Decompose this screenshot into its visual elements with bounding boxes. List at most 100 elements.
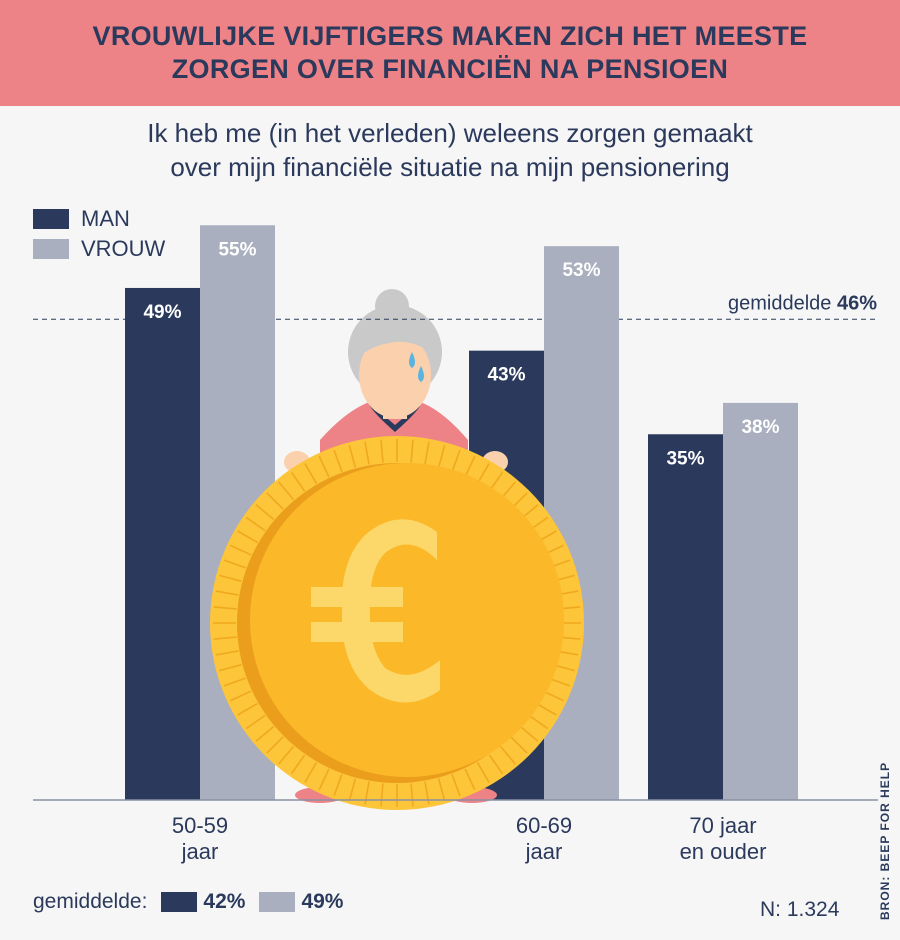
grandma-bun <box>375 289 409 323</box>
coin-ridge <box>223 677 246 687</box>
subtitle-line-2: over mijn financiële situatie na mijn pe… <box>170 152 730 182</box>
subtitle-line-1: Ik heb me (in het verleden) weleens zorg… <box>147 118 753 148</box>
coin-ridge <box>290 754 306 775</box>
coin-ridge <box>278 745 295 765</box>
coin-ridge <box>410 439 414 463</box>
bar-man-2 <box>648 434 723 800</box>
tear-icon <box>409 352 415 368</box>
coin-ridge <box>278 481 295 501</box>
euro-bar-bottom <box>311 622 403 642</box>
coin-ridge <box>410 783 414 807</box>
legend-swatch-man <box>33 209 69 229</box>
footer-swatch-vrouw <box>259 892 296 912</box>
bar-man-0 <box>125 287 200 800</box>
coin-ridge <box>437 778 446 801</box>
header-banner: VROUWLIJKE VIJFTIGERS MAKEN ZICH HET MEE… <box>0 0 900 106</box>
coin-ridge <box>476 762 490 783</box>
value-label-vrouw-1: 53% <box>562 260 600 281</box>
value-label-vrouw-0: 55% <box>218 239 256 260</box>
coin-ridge <box>213 606 237 610</box>
euro-symbol <box>341 519 440 703</box>
coin-ridge <box>333 449 343 472</box>
average-label: gemiddelde 46% <box>728 292 877 314</box>
coin-ridge <box>290 471 306 492</box>
legend-label-man: MAN <box>81 206 130 231</box>
coin-ridge <box>304 463 318 484</box>
coin-ridge <box>229 690 252 702</box>
value-label-man-1: 43% <box>487 365 525 386</box>
coin-ridge <box>318 455 330 478</box>
coin-ridge <box>304 762 318 783</box>
coin-ridge <box>255 725 275 742</box>
coin-ridge <box>536 702 557 716</box>
coin-face <box>250 463 564 777</box>
footer-averages: gemiddelde: 42% 49% <box>33 890 343 914</box>
title-line-1: VROUWLIJKE VIJFTIGERS MAKEN ZICH HET MEE… <box>92 21 808 51</box>
coin-ridge <box>542 690 565 702</box>
page-title: VROUWLIJKE VIJFTIGERS MAKEN ZICH HET MEE… <box>50 20 850 86</box>
coin-ridge <box>488 754 504 775</box>
coin-ridge <box>464 768 476 791</box>
coin-ridge <box>364 441 370 465</box>
footer-man-avg: 42% <box>203 890 246 913</box>
title-line-2: ZORGEN OVER FINANCIËN NA PENSIOEN <box>171 54 729 84</box>
legend-swatch-vrouw <box>33 239 69 259</box>
legend-man: MAN <box>33 206 130 232</box>
euro-coin-icon <box>210 436 584 810</box>
coin-ridge <box>380 439 384 463</box>
grandma-fringe <box>356 326 438 360</box>
category-label-0: 50-59 <box>172 813 228 838</box>
category-label-1: jaar <box>525 839 563 864</box>
sample-size: N: 1.324 <box>760 898 840 921</box>
coin-ridge <box>348 445 357 468</box>
legend-vrouw: VROUW <box>33 236 165 262</box>
value-label-vrouw-2: 38% <box>741 417 779 438</box>
coin-ridge <box>519 725 539 742</box>
footer-vrouw-avg: 49% <box>301 890 344 913</box>
legend-label-vrouw: VROUW <box>81 236 166 261</box>
coin-ridge <box>245 516 266 532</box>
coin-ridge <box>237 702 258 716</box>
coin-ridge <box>219 663 242 672</box>
tear-icon <box>418 366 424 382</box>
coin-ridge <box>333 774 343 797</box>
coin-ridge <box>437 445 446 468</box>
coin-ridge <box>237 530 258 544</box>
coin-ridge <box>348 778 357 801</box>
value-label-man-2: 35% <box>666 448 704 469</box>
coin-ridge <box>229 544 252 556</box>
coin-ridge <box>266 492 284 510</box>
coin-ridge <box>318 768 330 791</box>
category-label-2: en ouder <box>680 839 767 864</box>
coin-ridge <box>424 441 430 465</box>
category-label-1: 60-69 <box>516 813 572 838</box>
coin-ridge <box>510 736 528 754</box>
euro-bar-top <box>311 587 403 607</box>
coin-ridge <box>213 636 237 640</box>
footer-avg-label: gemiddelde: <box>33 890 148 913</box>
coin-ridge <box>528 714 549 730</box>
coin-ridge <box>255 504 275 521</box>
coin-ridge <box>451 449 461 472</box>
footer-swatch-man <box>161 892 198 912</box>
coin-ridge <box>476 463 490 484</box>
coin-ridge <box>451 774 461 797</box>
coin-ridge <box>266 736 284 754</box>
grandma-face <box>359 332 431 418</box>
category-label-2: 70 jaar <box>689 813 756 838</box>
coin-ridge <box>499 745 516 765</box>
value-label-man-0: 49% <box>143 302 181 323</box>
bar-vrouw-2 <box>723 402 798 800</box>
chart-subtitle: Ik heb me (in het verleden) weleens zorg… <box>60 116 840 184</box>
coin-ridge <box>223 559 246 569</box>
coin-ridge <box>215 650 239 656</box>
source-label: BRON: BEEP FOR HELP <box>878 761 892 920</box>
coin-ridge <box>215 590 239 596</box>
coin-ridge <box>219 574 242 583</box>
category-label-0: jaar <box>181 839 219 864</box>
coin-ridge <box>245 714 266 730</box>
grandma-collar <box>368 402 422 432</box>
coin-ridge <box>380 783 384 807</box>
